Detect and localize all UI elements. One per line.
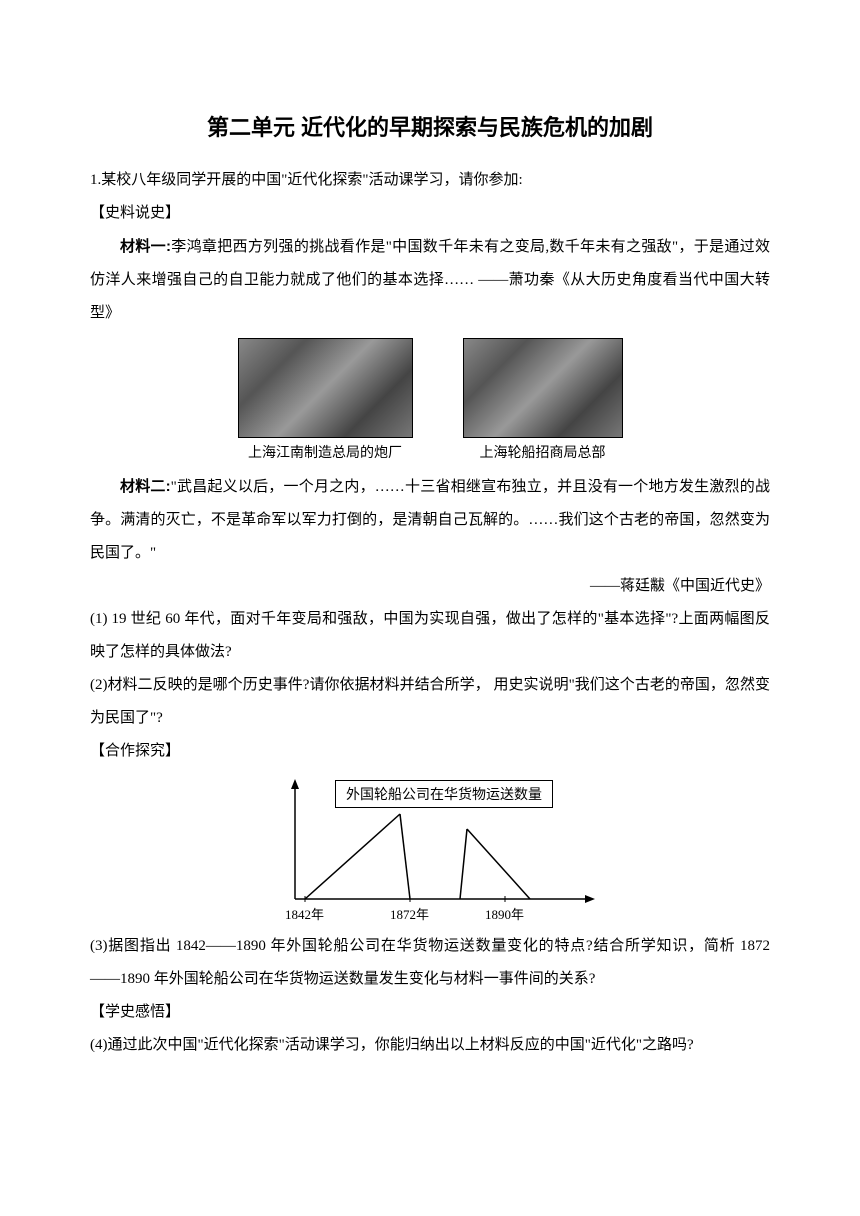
section3-label: 【学史感悟】 (90, 996, 770, 1029)
question4: (4)通过此次中国"近代化探索"活动课学习，你能归纳出以上材料反应的中国"近代化… (90, 1029, 770, 1062)
images-row: 上海江南制造总局的炮厂 上海轮船招商局总部 (90, 338, 770, 462)
image2-block: 上海轮船招商局总部 (463, 338, 623, 462)
chart-container: 外国轮船公司在华货物运送数量 1842年 1872年 1890年 (90, 774, 770, 924)
material2-text: "武昌起义以后，一个月之内，……十三省相继宣布独立，并且没有一个地方发生激烈的战… (90, 479, 770, 561)
section1-label: 【史料说史】 (90, 197, 770, 230)
line-chart: 外国轮船公司在华货物运送数量 1842年 1872年 1890年 (245, 774, 615, 924)
image1-block: 上海江南制造总局的炮厂 (238, 338, 413, 462)
question1: (1) 19 世纪 60 年代，面对千年变局和强敌，中国为实现自强，做出了怎样的… (90, 603, 770, 669)
image1 (238, 338, 413, 438)
material1: 材料一:李鸿章把西方列强的挑战看作是"中国数千年未有之变局,数千年未有之强敌"，… (90, 230, 770, 330)
chart-year-1890: 1890年 (485, 904, 524, 923)
material2-source: ——蒋廷黻《中国近代史》 (90, 570, 770, 603)
image2-caption: 上海轮船招商局总部 (480, 442, 606, 462)
image2 (463, 338, 623, 438)
material1-text: 李鸿章把西方列强的挑战看作是"中国数千年未有之变局,数千年未有之强敌"，于是通过… (90, 239, 770, 321)
chart-title: 外国轮船公司在华货物运送数量 (335, 780, 553, 808)
material2: 材料二:"武昌起义以后，一个月之内，……十三省相继宣布独立，并且没有一个地方发生… (90, 470, 770, 570)
question3: (3)据图指出 1842——1890 年外国轮船公司在华货物运送数量变化的特点?… (90, 930, 770, 996)
image1-caption: 上海江南制造总局的炮厂 (248, 442, 402, 462)
unit-title: 第二单元 近代化的早期探索与民族危机的加剧 (90, 110, 770, 142)
chart-year-1842: 1842年 (285, 904, 324, 923)
intro-text: 1.某校八年级同学开展的中国"近代化探索"活动课学习，请你参加: (90, 164, 770, 197)
material2-label: 材料二: (120, 478, 171, 495)
section2-label: 【合作探究】 (90, 735, 770, 768)
question2: (2)材料二反映的是哪个历史事件?请你依据材料并结合所学， 用史实说明"我们这个… (90, 669, 770, 735)
chart-year-1872: 1872年 (390, 904, 429, 923)
material1-label: 材料一: (120, 238, 171, 255)
